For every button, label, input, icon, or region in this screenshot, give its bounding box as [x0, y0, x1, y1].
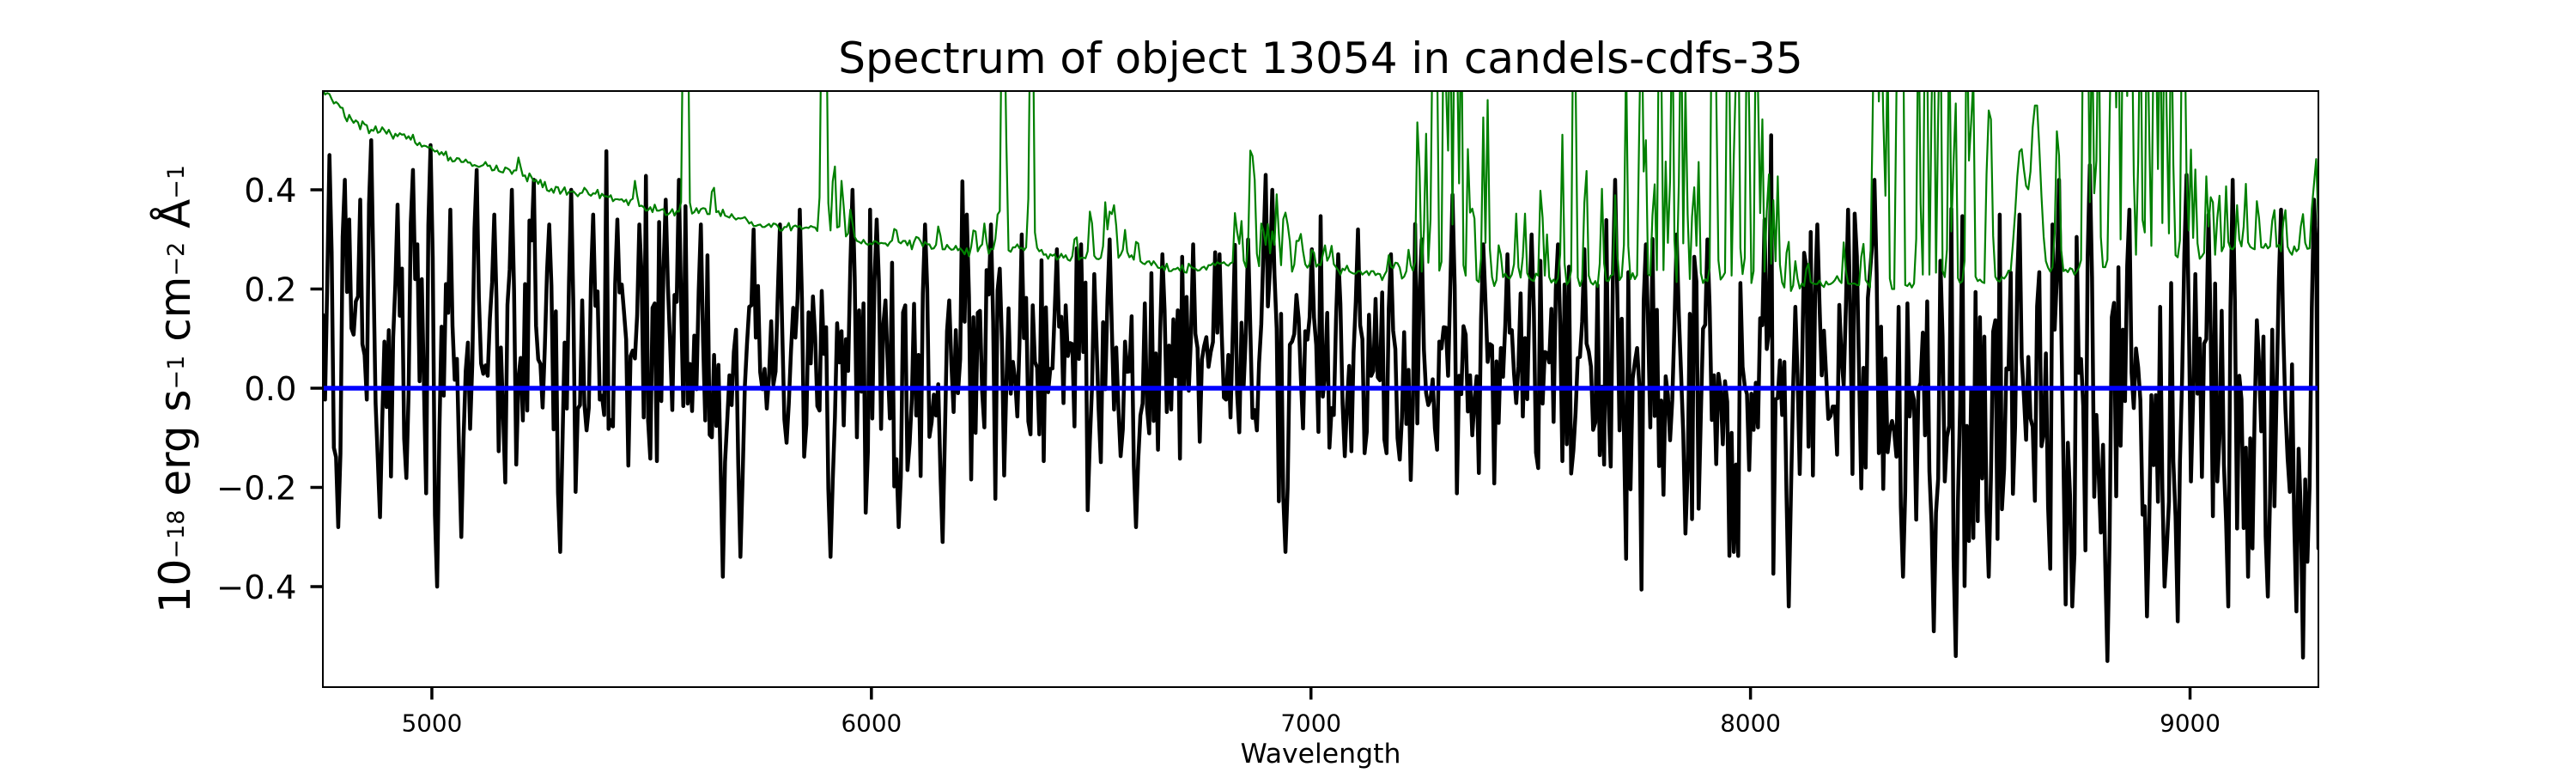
x-tick-label: 7000: [1280, 709, 1341, 738]
x-tick-label: 8000: [1720, 709, 1781, 738]
y-axis-tick-labels: 0.4 0.2 0.0 −0.2 −0.4: [216, 172, 297, 607]
chart-title: Spectrum of object 13054 in candels-cdfs…: [838, 33, 1803, 83]
y-axis-ticks: [310, 188, 323, 588]
y-tick-label: −0.2: [216, 470, 297, 508]
x-axis-tick-labels: 5000 6000 7000 8000 9000: [402, 709, 2221, 738]
x-tick-label: 5000: [402, 709, 463, 738]
x-axis-ticks: [430, 687, 2192, 700]
y-axis-label: 10−18 erg s−1 cm−2 Å−1: [150, 165, 200, 613]
x-tick-label: 9000: [2160, 709, 2221, 738]
sky-line: [323, 91, 2318, 292]
y-tick-label: −0.4: [216, 569, 297, 607]
y-tick-label: 0.2: [244, 271, 296, 310]
y-tick-label: 0.4: [244, 172, 296, 210]
plot-data-layer: [323, 91, 2318, 663]
x-tick-label: 6000: [841, 709, 902, 738]
y-tick-label: 0.0: [244, 370, 296, 409]
x-axis-label: Wavelength: [1241, 739, 1401, 770]
flux-line: [323, 133, 2318, 663]
